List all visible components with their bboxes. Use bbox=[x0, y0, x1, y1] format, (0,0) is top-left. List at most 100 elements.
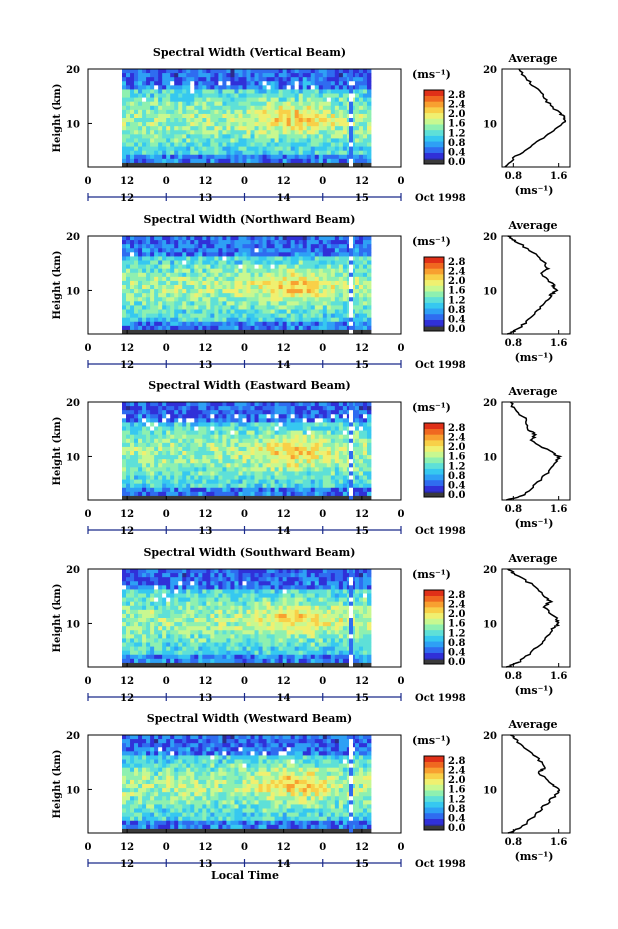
heatmap-cell bbox=[322, 240, 328, 245]
heatmap-cell bbox=[298, 69, 304, 74]
heatmap-cell bbox=[150, 280, 155, 286]
heatmap-cell bbox=[170, 89, 175, 94]
average-title: Average bbox=[507, 219, 557, 232]
heatmap-cell bbox=[310, 418, 316, 423]
heatmap-cell bbox=[322, 252, 328, 257]
heatmap-cell bbox=[306, 321, 312, 327]
heatmap-cell bbox=[298, 463, 304, 468]
heatmap-cell bbox=[286, 426, 292, 431]
heatmap-cell bbox=[254, 402, 259, 407]
heatmap-cell bbox=[286, 272, 292, 278]
heatmap-cell bbox=[354, 483, 360, 489]
heatmap-cell bbox=[282, 325, 288, 331]
heatmap-cell bbox=[298, 297, 304, 302]
heatmap-cell bbox=[158, 451, 163, 456]
heatmap-cell bbox=[198, 406, 203, 411]
heatmap-cell bbox=[166, 438, 171, 444]
heatmap-cell bbox=[134, 581, 139, 586]
heatmap-cell bbox=[278, 276, 284, 282]
heatmap-cell bbox=[166, 268, 171, 274]
heatmap-cell bbox=[266, 463, 271, 468]
heatmap-cell bbox=[349, 442, 353, 448]
heatmap-cell bbox=[234, 305, 239, 310]
heatmap-cell bbox=[130, 146, 135, 152]
heatmap-cell bbox=[294, 426, 300, 431]
heatmap-cell bbox=[250, 240, 255, 245]
heatmap-cell bbox=[354, 289, 360, 294]
heatmap-cell bbox=[122, 305, 127, 310]
heatmap-cell bbox=[178, 89, 183, 94]
heatmap-cell bbox=[238, 495, 243, 501]
heatmap-cell bbox=[306, 451, 312, 456]
heatmap-cell bbox=[349, 434, 353, 440]
heatmap-cell bbox=[182, 264, 187, 270]
heatmap-cell bbox=[182, 122, 187, 127]
heatmap-cell bbox=[154, 593, 159, 598]
heatmap-cell bbox=[166, 430, 171, 436]
heatmap-cell bbox=[246, 272, 251, 278]
heatmap-cell bbox=[242, 126, 247, 131]
heatmap-cell bbox=[122, 297, 127, 302]
heatmap-cell bbox=[158, 642, 163, 647]
heatmap-cell bbox=[262, 475, 267, 480]
heatmap-cell bbox=[190, 402, 195, 407]
heatmap-cell bbox=[194, 77, 199, 82]
heatmap-cell bbox=[334, 285, 340, 290]
heatmap-cell bbox=[298, 410, 304, 415]
heatmap-cell bbox=[302, 414, 308, 419]
heatmap-cell bbox=[334, 491, 340, 497]
heatmap-cell bbox=[250, 487, 255, 493]
heatmap-cell bbox=[350, 158, 356, 164]
heatmap-cell bbox=[278, 130, 284, 135]
heatmap-cell bbox=[122, 89, 127, 94]
heatmap-cell bbox=[142, 154, 147, 160]
heatmap-cell bbox=[186, 317, 191, 323]
colorbar-swatch bbox=[424, 279, 444, 286]
heatmap-cell bbox=[162, 301, 167, 306]
heatmap-cell bbox=[170, 244, 175, 249]
heatmap-cell bbox=[194, 109, 199, 115]
heatmap-cell bbox=[238, 109, 243, 115]
heatmap-cell bbox=[142, 654, 147, 660]
heatmap-cell bbox=[178, 455, 183, 460]
heatmap-cell bbox=[306, 260, 312, 265]
heatmap-cell bbox=[362, 130, 368, 135]
heatmap-cell bbox=[186, 146, 191, 152]
heatmap-cell bbox=[362, 69, 368, 74]
heatmap-cell bbox=[246, 130, 251, 135]
heatmap-cell bbox=[154, 569, 159, 574]
heatmap-cell bbox=[350, 248, 356, 253]
heatmap-cell bbox=[306, 463, 312, 468]
heatmap-cell bbox=[342, 430, 348, 436]
heatmap-cell bbox=[170, 426, 175, 431]
heatmap-cell bbox=[190, 81, 195, 86]
y-tick-label: 10 bbox=[66, 286, 80, 297]
heatmap-cell bbox=[246, 162, 251, 168]
heatmap-cell bbox=[134, 248, 139, 253]
heatmap-cell bbox=[242, 446, 247, 452]
heatmap-cell bbox=[294, 264, 300, 270]
heatmap-cell bbox=[338, 430, 344, 436]
heatmap-cell bbox=[358, 248, 364, 253]
heatmap-cell bbox=[254, 434, 259, 440]
heatmap-cell bbox=[294, 162, 300, 168]
heatmap-cell bbox=[134, 97, 139, 103]
heatmap-cell bbox=[246, 289, 251, 294]
heatmap-cell bbox=[258, 85, 263, 90]
heatmap-cell bbox=[206, 122, 211, 127]
heatmap-cell bbox=[318, 491, 324, 497]
heatmap-cell bbox=[214, 446, 219, 452]
heatmap-cell bbox=[146, 410, 151, 415]
heatmap-cell bbox=[230, 301, 235, 306]
heatmap-cell bbox=[238, 285, 243, 290]
heatmap-cell bbox=[222, 101, 227, 107]
heatmap-cell bbox=[162, 244, 167, 249]
heatmap-cell bbox=[322, 130, 328, 135]
heatmap-cell bbox=[138, 569, 143, 574]
heatmap-cell bbox=[138, 329, 143, 335]
heatmap-cell bbox=[238, 297, 243, 302]
heatmap-cell bbox=[186, 272, 191, 278]
heatmap-cell bbox=[182, 252, 187, 257]
heatmap-cell bbox=[186, 248, 191, 253]
heatmap-cell bbox=[262, 325, 267, 331]
